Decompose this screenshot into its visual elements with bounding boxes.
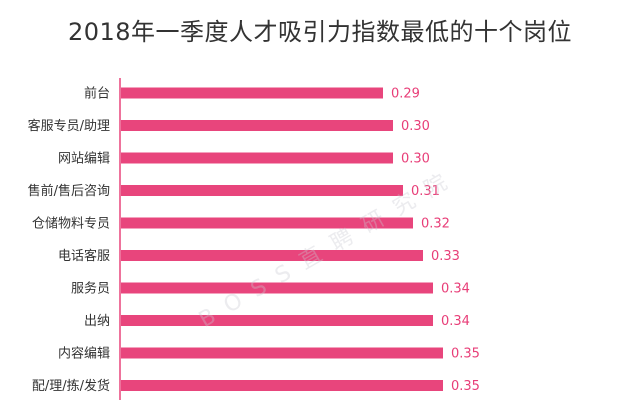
value-label: 0.30 [401,152,430,167]
category-label: 服务员 [71,281,110,297]
category-label: 配/理/拣/发货 [32,378,110,394]
category-label: 内容编辑 [58,346,110,362]
bar [121,315,433,326]
category-label: 前台 [84,86,110,102]
value-label: 0.35 [451,347,480,362]
bar [121,347,443,359]
bar [121,152,393,164]
bar [121,282,433,294]
value-label: 0.31 [411,184,440,199]
category-label: 客服专员/助理 [28,118,110,134]
category-label: 售前/售后咨询 [28,183,110,199]
chart-title: 2018年一季度人才吸引力指数最低的十个岗位 [67,18,573,46]
category-label: 网站编辑 [58,152,110,167]
value-label: 0.30 [401,119,430,134]
value-label: 0.33 [431,249,460,264]
value-label: 0.32 [421,217,450,232]
value-label: 0.34 [441,314,470,329]
bar [121,217,413,229]
category-label: 出纳 [84,314,110,329]
bar [121,120,393,131]
category-label: 仓储物料专员 [32,217,110,232]
category-label: 电话客服 [58,248,110,264]
value-label: 0.34 [441,282,470,297]
bar [121,250,423,261]
value-label: 0.35 [451,379,480,394]
value-label: 0.29 [391,87,420,102]
bar [121,185,403,196]
bar [121,87,383,99]
bar [121,380,443,391]
